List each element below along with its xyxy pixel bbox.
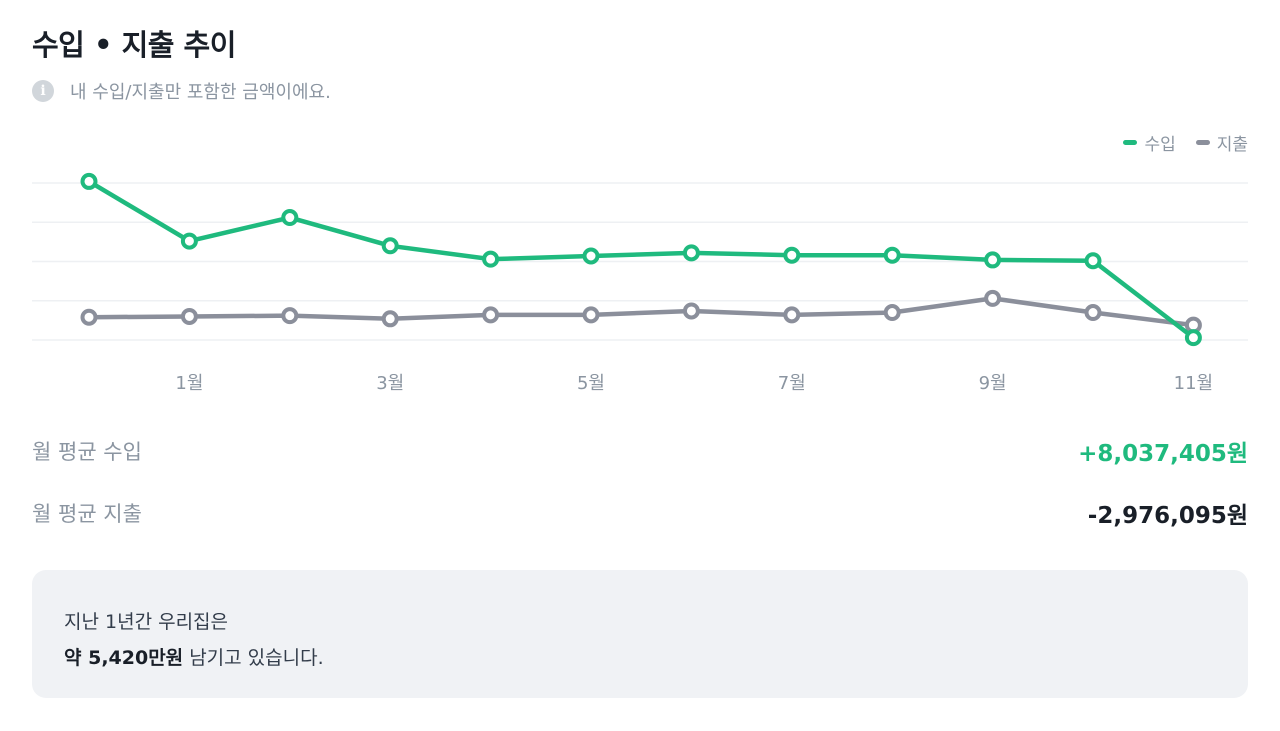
chart-grid: [32, 182, 1248, 341]
data-point: [1084, 304, 1102, 322]
legend-swatch-expense: [1195, 140, 1210, 145]
summary-line-2: 약 5,420만원 남기고 있습니다.: [64, 640, 1248, 676]
data-point: [180, 307, 198, 325]
data-point: [482, 306, 500, 324]
page-title: 수입 • 지출 추이: [32, 28, 236, 62]
chart-legend: 수입 지출: [1103, 130, 1248, 155]
legend-item-income: 수입: [1123, 130, 1176, 155]
legend-item-expense: 지출: [1195, 130, 1248, 155]
summary-line-1: 지난 1년간 우리집은: [64, 611, 229, 633]
data-point: [783, 246, 801, 264]
info-note: i 내 수입/지출만 포함한 금액이에요.: [32, 78, 331, 104]
x-axis-ticks: 1월 3월 5월 7월 9월 11월: [175, 373, 1213, 394]
info-text: 내 수입/지출만 포함한 금액이에요.: [70, 82, 331, 103]
avg-expense-value: -2,976,095원: [1087, 503, 1248, 529]
data-point: [582, 306, 600, 324]
data-point: [984, 251, 1002, 269]
summary-amount: 약 5,420만원: [64, 647, 184, 669]
data-point: [1084, 252, 1102, 270]
x-tick-label: 11월: [1174, 373, 1213, 394]
summary-rest: 남기고 있습니다.: [183, 647, 324, 669]
data-point: [281, 307, 299, 325]
info-icon[interactable]: i: [32, 80, 54, 102]
data-point: [783, 306, 801, 324]
x-tick-label: 7월: [778, 373, 806, 394]
series-line: [86, 296, 1196, 328]
x-tick-label: 9월: [979, 373, 1007, 394]
x-tick-label: 1월: [175, 373, 203, 394]
series-line: [86, 179, 1196, 340]
data-point: [80, 172, 98, 190]
avg-expense-label: 월 평균 지출: [32, 502, 142, 526]
series-income: [80, 172, 1202, 347]
data-point: [281, 209, 299, 227]
data-point: [482, 250, 500, 268]
data-point: [1184, 329, 1202, 347]
chart-series: [80, 172, 1202, 347]
data-point: [582, 247, 600, 265]
avg-income-label: 월 평균 수입: [32, 440, 142, 464]
data-point: [682, 244, 700, 262]
data-point: [180, 232, 198, 250]
summary-card: 지난 1년간 우리집은 약 5,420만원 남기고 있습니다.: [32, 570, 1248, 698]
data-point: [883, 304, 901, 322]
avg-income-row: 월 평균 수입 +8,037,405원: [32, 434, 1248, 468]
data-point: [381, 310, 399, 328]
legend-swatch-income: [1123, 140, 1138, 145]
data-point: [883, 246, 901, 264]
income-expense-chart: 1월 3월 5월 7월 9월 11월: [32, 172, 1248, 394]
x-tick-label: 3월: [376, 373, 404, 394]
legend-label-income: 수입: [1144, 135, 1176, 155]
data-point: [381, 237, 399, 255]
data-point: [80, 308, 98, 326]
legend-label-expense: 지출: [1216, 135, 1248, 155]
avg-expense-row: 월 평균 지출 -2,976,095원: [32, 496, 1248, 530]
avg-income-value: +8,037,405원: [1078, 441, 1248, 467]
series-expense: [80, 289, 1202, 334]
data-point: [984, 289, 1002, 307]
x-tick-label: 5월: [577, 373, 605, 394]
data-point: [682, 302, 700, 320]
